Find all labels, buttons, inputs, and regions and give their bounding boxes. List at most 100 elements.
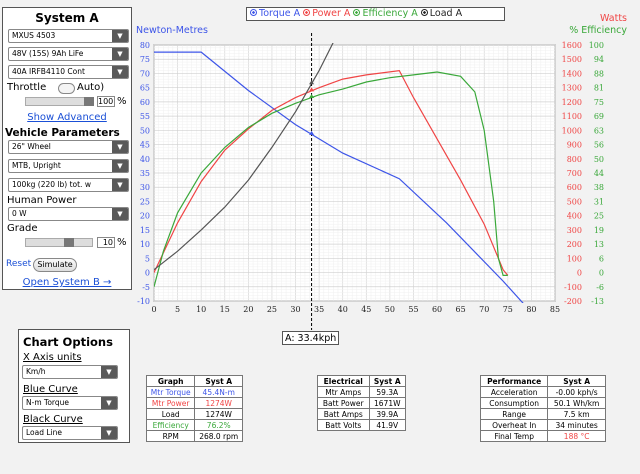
throttle-input[interactable]: 100 (97, 96, 115, 107)
grade-slider[interactable] (25, 238, 93, 247)
table-row: Batt Volts 41.9V (317, 419, 407, 431)
chevron-down-icon: ▼ (101, 366, 117, 378)
simulate-button[interactable]: Simulate (33, 258, 77, 272)
battery-select[interactable]: 48V (15S) 9Ah LiFe ▼ (8, 47, 129, 61)
row-value: 45.4N-m (194, 386, 243, 398)
row-value: 7.5 km (547, 408, 606, 420)
auto-toggle[interactable] (58, 83, 75, 94)
table-header: Electrical (317, 375, 370, 387)
efficiency-tick-label: 0 (599, 269, 604, 278)
row-value: 1274W (194, 397, 243, 409)
legend-item-power[interactable]: Power A (303, 8, 350, 19)
watts-axis-ticks: 1600150014001300120011001000900800700600… (562, 41, 582, 306)
cursor-marker (309, 87, 315, 92)
table-row: Mtr Power 1274W (145, 397, 243, 409)
throttle-slider[interactable] (25, 97, 94, 106)
throttle-percent: % (117, 96, 127, 107)
chevron-down-icon: ▼ (112, 30, 128, 42)
chevron-down-icon: ▼ (112, 66, 128, 78)
efficiency-line (154, 71, 508, 287)
open-system-b-link[interactable]: Open System B → (22, 277, 112, 288)
row-value: 188 °C (547, 430, 606, 442)
row-value: 50.1 Wh/km (547, 397, 606, 409)
table-row: Load 1274W (145, 408, 243, 420)
left-tick-label: 50 (140, 126, 150, 135)
human-power-select[interactable]: 0 W ▼ (8, 207, 129, 221)
cursor-marker (309, 130, 315, 135)
table-header: Syst A (368, 375, 407, 387)
table-row: RPM 268.0 rpm (145, 430, 243, 442)
legend-item-efficiency[interactable]: Efficiency A (353, 8, 418, 19)
table-row: Efficiency 76.2% (145, 419, 243, 431)
chevron-down-icon: ▼ (101, 427, 117, 439)
right-axis-title-efficiency: % Efficiency (569, 25, 627, 36)
reset-link[interactable]: Reset (6, 259, 32, 269)
black-curve-select[interactable]: Load Line ▼ (22, 426, 118, 440)
watts-tick-label: 200 (567, 240, 582, 249)
watts-tick-label: 1500 (562, 55, 582, 64)
efficiency-tick-label: -13 (591, 297, 604, 306)
row-label: Final Temp (479, 430, 549, 442)
watts-tick-label: 1000 (562, 126, 582, 135)
grade-input[interactable]: 10 (97, 237, 115, 248)
row-label: Mtr Amps (317, 386, 370, 398)
grade-percent: % (117, 237, 127, 248)
table-row: Range 7.5 km (479, 408, 606, 420)
battery-value: 48V (15S) 9Ah LiFe (12, 49, 84, 58)
x-tick-label: 85 (550, 305, 560, 314)
x-tick-label: 30 (290, 305, 300, 314)
efficiency-tick-label: 75 (594, 98, 604, 107)
row-label: Load (145, 408, 196, 420)
row-label: Batt Amps (317, 408, 370, 420)
watts-tick-label: 500 (567, 197, 582, 206)
efficiency-tick-label: 31 (594, 197, 604, 206)
x-tick-label: 45 (361, 305, 371, 314)
power-line (154, 69, 509, 276)
table-header: Performance (479, 375, 549, 387)
watts-tick-label: 400 (567, 212, 582, 221)
left-tick-label: -10 (137, 297, 150, 306)
efficiency-tick-label: 25 (594, 212, 604, 221)
left-tick-label: 65 (140, 84, 150, 93)
show-advanced-link[interactable]: Show Advanced (27, 112, 107, 123)
efficiency-tick-label: 56 (594, 141, 604, 150)
wheel-select[interactable]: 26" Wheel ▼ (8, 140, 129, 154)
graph-table: Graph Syst A Mtr Torque 45.4N-m Mtr Power 1… (145, 375, 243, 442)
left-axis-title: Newton-Metres (136, 25, 208, 36)
blue-curve-value: N-m Torque (26, 398, 69, 407)
x-axis-units-label: X Axis units (23, 352, 82, 363)
legend-item-load[interactable]: Load A (420, 8, 462, 19)
x-tick-label: 80 (526, 305, 536, 314)
chart-legend: Torque A Power A Efficiency A Load A (246, 7, 505, 21)
blue-curve-select[interactable]: N-m Torque ▼ (22, 396, 118, 410)
motor-value: MXUS 4503 (12, 31, 56, 40)
x-tick-label: 15 (220, 305, 230, 314)
left-tick-label: 0 (145, 269, 150, 278)
x-tick-label: 60 (432, 305, 442, 314)
x-axis-units-select[interactable]: Km/h ▼ (22, 365, 118, 379)
weight-value: 100kg (220 lb) tot. w (12, 180, 91, 189)
left-tick-label: 75 (140, 55, 150, 64)
weight-select[interactable]: 100kg (220 lb) tot. w ▼ (8, 178, 129, 192)
grade-slider-knob[interactable] (64, 238, 74, 247)
bike-type-select[interactable]: MTB, Upright ▼ (8, 159, 129, 173)
electrical-table: Electrical Syst A Mtr Amps 59.3A Batt Powe… (317, 375, 407, 431)
chart-grid (153, 44, 556, 302)
x-tick-label: 35 (314, 305, 324, 314)
left-tick-label: 60 (140, 98, 150, 107)
left-tick-label: 80 (140, 41, 150, 50)
efficiency-tick-label: -6 (596, 283, 604, 292)
throttle-slider-knob[interactable] (84, 97, 94, 106)
table-header: Syst A (547, 375, 606, 387)
efficiency-tick-label: 94 (594, 55, 604, 64)
controller-select[interactable]: 40A IRFB4110 Cont ▼ (8, 65, 129, 79)
row-value: 41.9V (368, 419, 407, 431)
watts-tick-label: 300 (567, 226, 582, 235)
legend-item-torque[interactable]: Torque A (250, 8, 300, 19)
legend-power-label: Power A (312, 8, 351, 19)
motor-select[interactable]: MXUS 4503 ▼ (8, 29, 129, 43)
left-tick-label: 5 (145, 254, 150, 263)
watts-tick-label: -100 (564, 283, 582, 292)
x-tick-label: 5 (175, 305, 180, 314)
cursor-marker (309, 94, 315, 99)
